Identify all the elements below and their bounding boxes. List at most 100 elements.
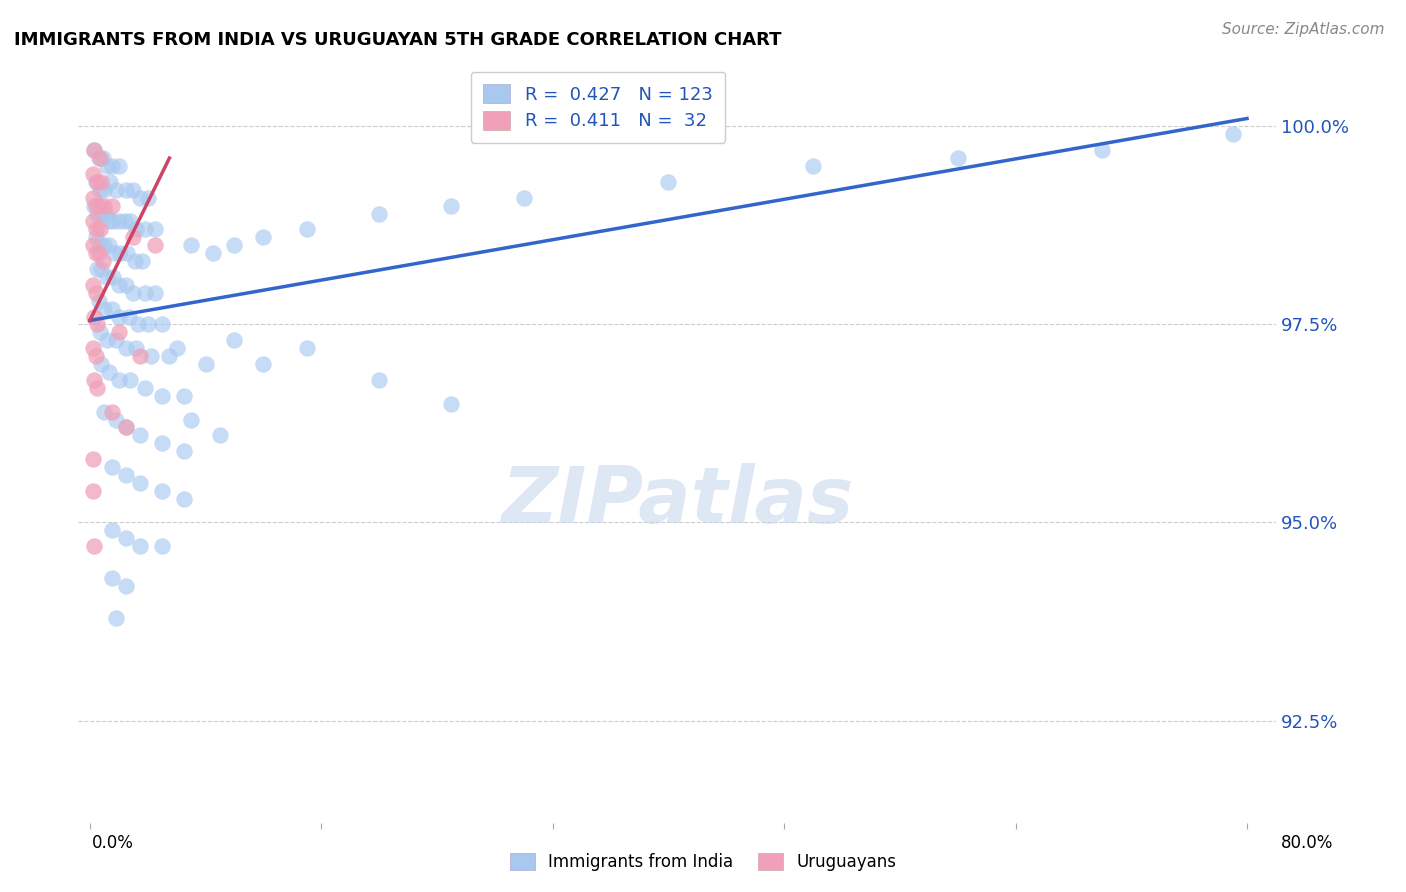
Point (87, 246, 110, 260)
Point (150, 539, 173, 553)
Point (97, 214, 120, 228)
Point (150, 318, 173, 332)
Point (107, 277, 129, 292)
Point (120, 373, 142, 387)
Point (91, 254, 114, 268)
Point (97, 365, 120, 379)
Point (83, 143, 105, 157)
Point (115, 420, 138, 434)
Point (180, 238, 202, 252)
Point (150, 389, 173, 403)
Point (100, 571, 122, 585)
Point (84, 230, 107, 244)
Point (93, 238, 115, 252)
Point (82, 483, 104, 498)
Point (129, 539, 152, 553)
Point (136, 318, 159, 332)
Point (87, 293, 110, 308)
Point (114, 214, 136, 228)
Point (82, 238, 104, 252)
Point (107, 310, 129, 324)
Point (93, 183, 115, 197)
Point (86, 206, 108, 220)
Point (122, 285, 145, 300)
Point (86, 262, 108, 277)
Point (440, 199, 463, 213)
Point (129, 475, 152, 490)
Point (173, 491, 195, 506)
Point (143, 285, 166, 300)
Point (127, 318, 149, 332)
Text: Source: ZipAtlas.com: Source: ZipAtlas.com (1222, 22, 1385, 37)
Point (368, 373, 391, 387)
Point (90, 175, 112, 189)
Point (96, 333, 118, 347)
Point (89, 151, 111, 165)
Point (107, 159, 129, 173)
Point (513, 191, 536, 205)
Point (194, 357, 217, 371)
Point (91, 151, 114, 165)
Point (82, 191, 104, 205)
Point (82, 167, 104, 181)
Point (115, 183, 138, 197)
Point (84, 349, 107, 363)
Point (89, 238, 111, 252)
Point (84, 175, 107, 189)
Point (84, 199, 107, 213)
Point (89, 183, 111, 197)
Point (82, 277, 104, 292)
Point (89, 326, 111, 340)
Point (96, 269, 118, 284)
Legend: R =  0.427   N = 123, R =  0.411   N =  32: R = 0.427 N = 123, R = 0.411 N = 32 (471, 72, 725, 143)
Point (84, 222, 107, 236)
Point (180, 412, 202, 426)
Point (84, 285, 107, 300)
Point (82, 452, 104, 467)
Point (90, 357, 112, 371)
Point (252, 230, 274, 244)
Point (115, 467, 138, 482)
Point (107, 214, 129, 228)
Point (115, 277, 138, 292)
Point (103, 246, 125, 260)
Point (118, 310, 141, 324)
Point (107, 373, 129, 387)
Point (83, 143, 105, 157)
Point (83, 310, 105, 324)
Point (93, 404, 115, 418)
Point (115, 420, 138, 434)
Legend: Immigrants from India, Uruguayans: Immigrants from India, Uruguayans (502, 845, 904, 880)
Point (208, 428, 231, 442)
Point (134, 381, 156, 395)
Y-axis label: 5th Grade: 5th Grade (0, 398, 8, 481)
Point (100, 404, 122, 418)
Point (104, 333, 127, 347)
Point (94, 206, 117, 220)
Point (83, 199, 105, 213)
Point (201, 246, 224, 260)
Text: ZIPatlas: ZIPatlas (501, 463, 853, 539)
Point (134, 285, 156, 300)
Point (295, 341, 318, 355)
Text: IMMIGRANTS FROM INDIA VS URUGUAYAN 5TH GRADE CORRELATION CHART: IMMIGRANTS FROM INDIA VS URUGUAYAN 5TH G… (14, 31, 782, 49)
Point (86, 318, 108, 332)
Point (83, 539, 105, 553)
Point (82, 214, 104, 228)
Point (93, 199, 115, 213)
Point (134, 222, 156, 236)
Point (115, 341, 138, 355)
Point (150, 483, 173, 498)
Point (139, 349, 162, 363)
Point (107, 326, 129, 340)
Text: 80.0%: 80.0% (1281, 834, 1333, 852)
Text: 0.0%: 0.0% (91, 834, 134, 852)
Point (100, 301, 122, 316)
Point (100, 199, 122, 213)
Point (125, 222, 148, 236)
Point (657, 175, 679, 189)
Point (89, 199, 111, 213)
Point (368, 206, 391, 220)
Point (129, 191, 152, 205)
Point (946, 151, 969, 165)
